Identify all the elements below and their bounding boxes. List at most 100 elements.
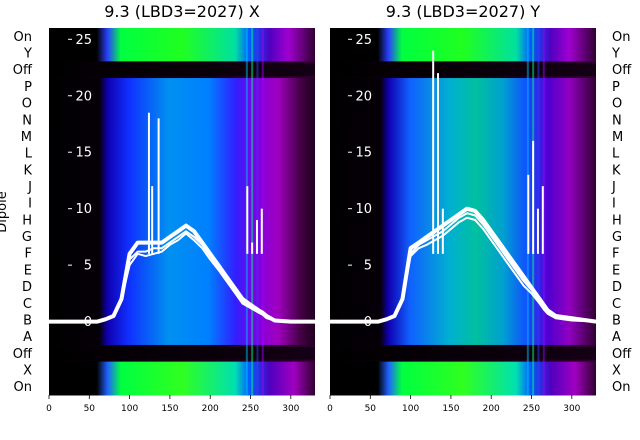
dipole-label: O — [612, 97, 622, 112]
dipole-label: N — [612, 113, 622, 128]
overlay-y-tick-label: 5 — [84, 259, 92, 274]
heatmap-row — [330, 278, 596, 296]
heatmap-row — [330, 144, 596, 162]
dipole-label: J — [27, 180, 32, 195]
dipole-label: G — [612, 230, 622, 245]
x-tick-label: 150 — [442, 404, 459, 414]
heatmap-row — [49, 278, 315, 296]
x-tick-label: 100 — [402, 404, 419, 414]
heatmap-row — [49, 28, 315, 46]
heatmap-row — [49, 128, 315, 146]
dipole-label: On — [612, 380, 630, 395]
dipole-label: G — [22, 230, 32, 245]
overlay-line — [49, 232, 315, 323]
chart-title: 9.3 (LBD3=2027) Y — [386, 2, 541, 21]
dipole-label: H — [612, 213, 622, 228]
dipole-label: K — [23, 163, 32, 178]
dipole-label: O — [22, 97, 32, 112]
dipole-label: X — [612, 363, 621, 378]
dipole-label: E — [24, 263, 32, 278]
x-tick-label: 100 — [121, 404, 138, 414]
overlay-y-tick-label: 15 — [75, 146, 92, 161]
heatmap-row — [49, 244, 315, 263]
chart-panel-2: 9.3 (LBD3=2027) YOnYOffPONMLKJIHGFEDCBAO… — [327, 2, 632, 414]
dipole-label: N — [22, 113, 32, 128]
heatmap-row — [49, 211, 315, 229]
overlay-y-tick-label: 15 — [355, 146, 372, 161]
heatmap-row — [330, 361, 596, 379]
dipole-label: E — [612, 263, 620, 278]
chart-panel-1: 9.3 (LBD3=2027) XOnYOffPONMLKJIHGFEDCBAO… — [13, 2, 315, 414]
heatmap-streak — [256, 28, 259, 395]
y-axis-title: Dipole — [0, 191, 10, 232]
x-tick-label: 200 — [483, 404, 500, 414]
heatmap-row — [330, 128, 596, 146]
dipole-label: F — [612, 247, 619, 262]
heatmap-row — [330, 194, 596, 212]
dipole-label: On — [14, 30, 32, 45]
heatmap-row — [49, 111, 315, 129]
x-tick-label: 300 — [563, 404, 580, 414]
dipole-label: K — [612, 163, 621, 178]
heatmap-row — [49, 261, 315, 279]
overlay-y-tick-label: 5 — [364, 259, 372, 274]
overlay-y-tick-label: 20 — [355, 89, 372, 104]
heatmap-row — [330, 294, 596, 313]
x-tick-label: 0 — [46, 404, 52, 414]
heatmap-streak — [251, 28, 254, 395]
heatmap-row — [49, 328, 315, 346]
heatmap-row — [49, 294, 315, 313]
dipole-label: I — [612, 197, 616, 212]
dipole-label: D — [22, 280, 32, 295]
heatmap-row — [49, 78, 315, 96]
dipole-label: D — [612, 280, 622, 295]
heatmap-row — [49, 144, 315, 162]
heatmap-row — [330, 78, 596, 96]
dipole-label: P — [612, 80, 620, 95]
x-tick-label: 150 — [161, 404, 178, 414]
overlay-y-tick-label: 20 — [75, 89, 92, 104]
dipole-label: X — [23, 363, 32, 378]
heatmap-row — [330, 178, 596, 196]
x-tick-label: 200 — [202, 404, 219, 414]
heatmap-row — [330, 244, 596, 263]
dipole-label: J — [611, 180, 616, 195]
x-tick-label: 0 — [327, 404, 333, 414]
off-band — [330, 63, 596, 77]
x-tick-label: 250 — [242, 404, 259, 414]
heatmap-row — [49, 378, 315, 396]
dipole-label: B — [612, 313, 621, 328]
dipole-label: I — [28, 197, 32, 212]
heatmap-row — [49, 361, 315, 379]
dipole-label: Y — [23, 47, 32, 62]
dipole-label: M — [612, 130, 623, 145]
dipole-label: F — [25, 247, 32, 262]
dipole-label: On — [14, 380, 32, 395]
dipole-label: Off — [612, 63, 632, 78]
heatmap-row — [330, 378, 596, 396]
dipole-label: Off — [13, 347, 33, 362]
heatmap-row — [330, 228, 596, 246]
x-tick-label: 50 — [365, 404, 377, 414]
heatmap-row — [49, 94, 315, 112]
heatmap-row — [330, 111, 596, 129]
x-tick-label: 50 — [84, 404, 96, 414]
heatmap-row — [330, 28, 596, 46]
off-band — [49, 63, 315, 77]
overlay-y-tick-label: 25 — [355, 33, 372, 48]
heatmap-row — [330, 94, 596, 112]
heatmap-row — [330, 328, 596, 346]
dipole-label: A — [612, 330, 621, 345]
off-band — [330, 346, 596, 360]
chart-title: 9.3 (LBD3=2027) X — [104, 2, 260, 21]
heatmap-row — [49, 161, 315, 179]
heatmap-row — [330, 161, 596, 179]
x-tick-label: 300 — [282, 404, 299, 414]
dipole-label: C — [612, 297, 621, 312]
dipole-label: Y — [611, 47, 620, 62]
overlay-line — [330, 216, 597, 323]
dipole-label: L — [612, 147, 620, 162]
dipole-label: Off — [612, 347, 632, 362]
overlay-y-tick-label: 10 — [75, 202, 92, 217]
